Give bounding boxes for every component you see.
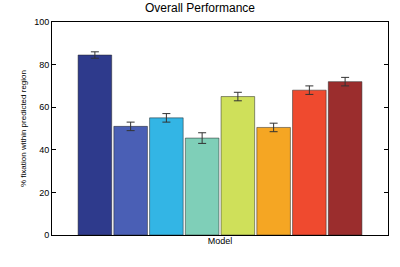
svg-text:0: 0 [44, 230, 49, 240]
svg-text:% fixation within predicted re: % fixation within predicted region [19, 70, 28, 187]
svg-text:40: 40 [39, 145, 49, 155]
svg-text:Overall Performance: Overall Performance [145, 1, 255, 15]
svg-text:100: 100 [34, 17, 49, 27]
svg-text:80: 80 [39, 60, 49, 70]
svg-text:20: 20 [39, 188, 49, 198]
svg-text:Model: Model [208, 236, 233, 246]
svg-text:60: 60 [39, 102, 49, 112]
